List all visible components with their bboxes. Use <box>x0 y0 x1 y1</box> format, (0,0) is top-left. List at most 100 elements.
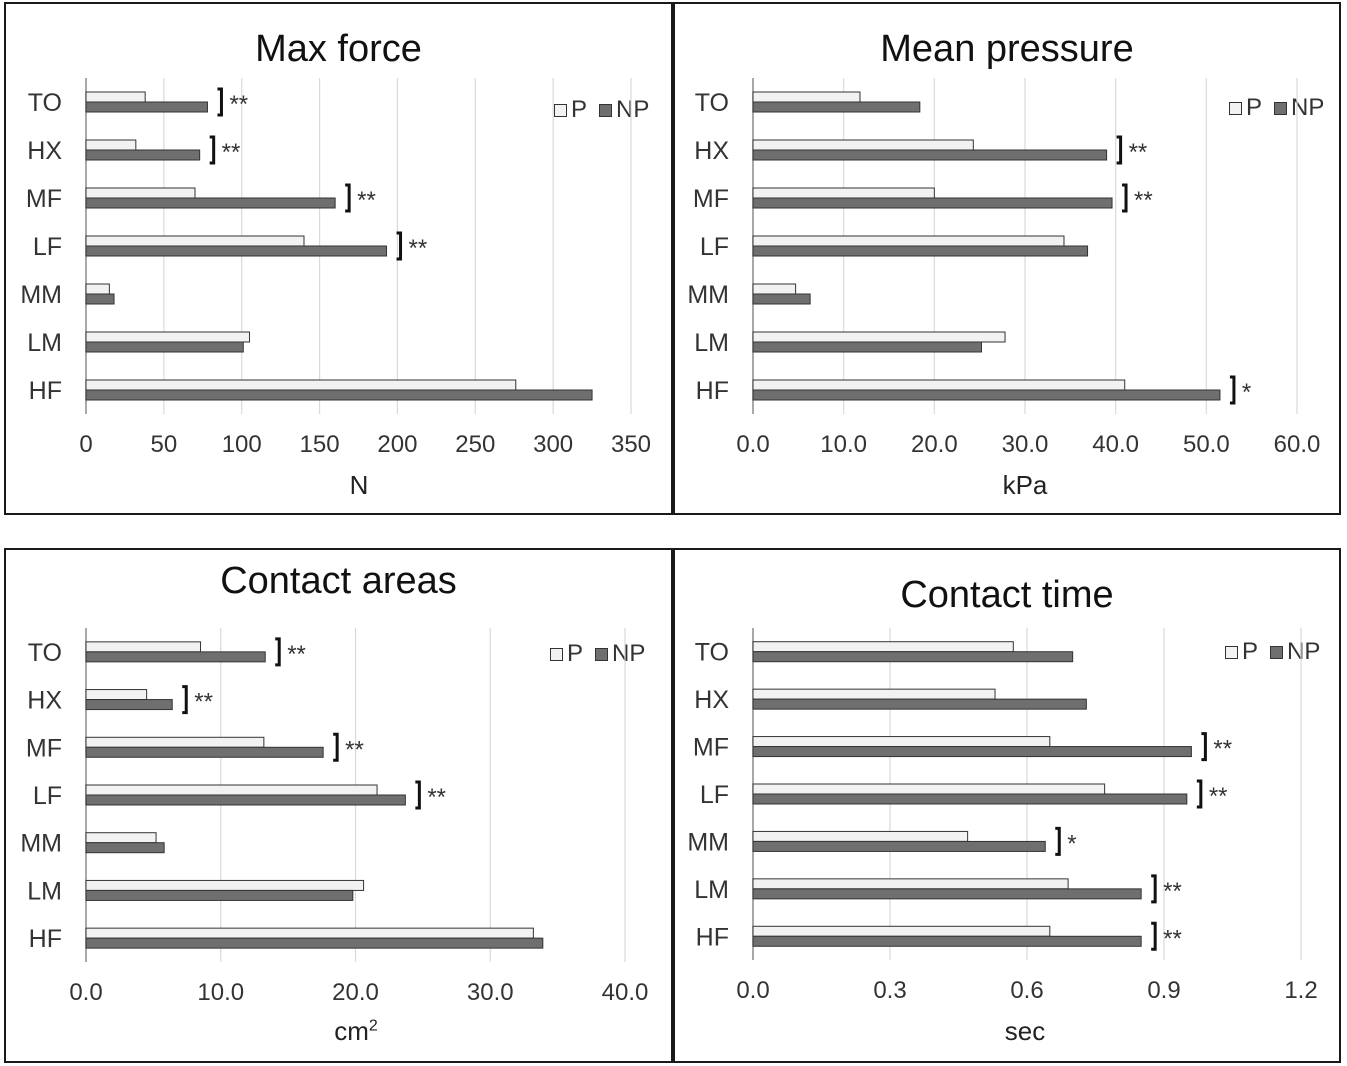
plot-area: 0 50 100 150 200 250 300 350 TO ** HX ** MF ** LF ** MM L… <box>20 78 651 458</box>
bar-p <box>85 91 146 103</box>
category-label: HF <box>696 923 729 951</box>
chart-title: Contact time <box>900 574 1114 616</box>
bar-p <box>85 927 534 939</box>
legend-swatch-p <box>1229 101 1242 115</box>
legend: P NP <box>1225 638 1328 666</box>
significance-label: ** <box>1129 139 1148 166</box>
bar-np <box>752 293 811 305</box>
significance-label: ** <box>357 187 376 214</box>
bar-np <box>752 197 1113 209</box>
category-label: MF <box>26 734 62 762</box>
significance-bracket <box>1122 183 1128 213</box>
x-tick-label: 40.0 <box>1092 431 1139 458</box>
significance-bracket <box>275 637 281 667</box>
bar-np <box>85 746 324 758</box>
chart-title: Max force <box>255 28 422 70</box>
plot-area: 0.0 10.0 20.0 30.0 40.0 50.0 60.0 TO HX ** MF ** LF M… <box>687 78 1321 458</box>
bar-p <box>752 379 1126 391</box>
significance-bracket <box>1201 732 1207 762</box>
bar-np <box>85 293 115 305</box>
bar-np <box>752 888 1142 900</box>
chart-panel-mean-pressure: Mean pressure P NP 0.0 10.0 20.0 30.0 40.0 50… <box>673 2 1341 515</box>
category-label: MF <box>693 734 729 762</box>
bar-p <box>85 879 365 891</box>
x-axis-label: N <box>309 470 409 501</box>
bar-np <box>752 840 1046 852</box>
bar-np <box>85 889 354 901</box>
x-tick-label: 50.0 <box>1183 431 1230 458</box>
x-tick-label: 50 <box>151 431 178 458</box>
bar-p <box>85 641 202 653</box>
bar-p <box>85 187 196 199</box>
bar-p <box>85 689 148 701</box>
bar-np <box>85 341 244 353</box>
x-axis-label: cm2 <box>306 1016 406 1047</box>
legend-swatch-p <box>1225 645 1238 659</box>
x-tick-label: 20.0 <box>332 979 379 1006</box>
bar-np <box>85 699 173 711</box>
significance-bracket <box>1196 779 1203 809</box>
x-tick-label: 0.6 <box>1010 977 1043 1004</box>
category-label: TO <box>695 639 729 667</box>
category-label: TO <box>695 89 729 117</box>
legend-swatch-p <box>554 103 567 117</box>
bar-p <box>752 641 1014 653</box>
bar-np <box>85 389 593 401</box>
x-tick-label: 30.0 <box>467 979 514 1006</box>
significance-bracket <box>345 183 351 213</box>
bar-p <box>752 783 1106 795</box>
bar-np <box>752 651 1074 663</box>
x-tick-label: 60.0 <box>1274 431 1321 458</box>
significance-label: * <box>1242 379 1251 406</box>
bar-p <box>752 736 1051 748</box>
legend-label-p: P <box>1246 94 1263 121</box>
bar-p <box>752 283 797 295</box>
significance-label: ** <box>1163 878 1182 905</box>
category-label: LM <box>27 877 62 905</box>
category-label: LF <box>700 233 729 261</box>
significance-label: ** <box>427 784 446 811</box>
category-label: MM <box>687 281 729 309</box>
significance-label: ** <box>1209 783 1228 810</box>
category-label: TO <box>28 89 62 117</box>
x-axis-label-text: cm <box>334 1016 369 1046</box>
legend-swatch-np <box>1274 101 1288 115</box>
x-axis-label-text: sec <box>1004 1016 1046 1046</box>
x-axis-label-text: N <box>349 470 369 500</box>
legend-swatch-np <box>1270 645 1284 659</box>
significance-bracket <box>1151 921 1157 951</box>
bar-p <box>752 925 1051 937</box>
significance-bracket <box>396 231 403 261</box>
x-tick-label: 0.9 <box>1147 977 1180 1004</box>
category-label: HX <box>27 137 62 165</box>
x-axis-label: sec <box>975 1016 1075 1047</box>
x-tick-label: 350 <box>611 431 651 458</box>
category-label: LF <box>700 781 729 809</box>
bar-p <box>85 235 305 247</box>
category-label: MM <box>20 830 62 858</box>
category-label: MM <box>687 828 729 856</box>
significance-bracket <box>1055 826 1061 856</box>
legend: P NP <box>550 640 653 668</box>
bar-p <box>85 331 250 343</box>
significance-bracket <box>217 87 223 117</box>
x-tick-label: 200 <box>377 431 417 458</box>
bar-np <box>85 651 266 663</box>
bar-p <box>752 187 935 199</box>
significance-bracket <box>182 685 188 715</box>
x-tick-label: 1.2 <box>1284 977 1317 1004</box>
bar-p <box>752 688 996 700</box>
legend-swatch-np <box>595 647 609 661</box>
legend-swatch-np <box>599 103 613 117</box>
significance-label: ** <box>1213 736 1232 763</box>
bar-p <box>85 139 137 151</box>
bar-np <box>85 842 165 854</box>
x-tick-label: 250 <box>455 431 495 458</box>
significance-label: ** <box>345 736 364 763</box>
x-axis-label-text: kPa <box>1002 470 1048 500</box>
significance-bracket <box>209 135 216 165</box>
bar-p <box>752 235 1065 247</box>
bar-np <box>752 389 1221 401</box>
x-tick-label: 10.0 <box>820 431 867 458</box>
category-label: HF <box>29 377 62 405</box>
